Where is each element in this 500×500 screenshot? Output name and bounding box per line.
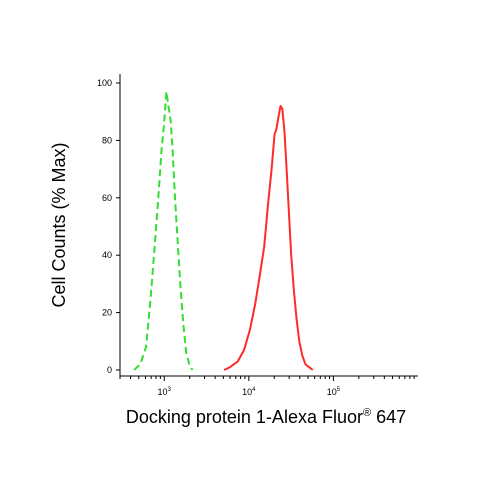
y-tick-label: 100 — [97, 78, 112, 88]
y-tick-label: 20 — [102, 308, 112, 318]
y-tick-label: 80 — [102, 135, 112, 145]
x-tick-label: 103 — [158, 387, 172, 397]
x-tick-label-base: 10 — [242, 387, 252, 397]
x-tick-label-base: 10 — [158, 387, 168, 397]
series-layer — [133, 90, 314, 371]
y-tick-label: 60 — [102, 193, 112, 203]
series-curve-solid — [223, 105, 314, 371]
x-tick-label: 104 — [242, 387, 256, 397]
y-axis-title: Cell Counts (% Max) — [49, 142, 69, 307]
x-axis-title-main: Docking protein 1-Alexa Fluor — [126, 407, 363, 427]
x-axis-title-suffix: 647 — [371, 407, 406, 427]
y-axis-ticks: 0 20 40 60 80 100 — [97, 78, 120, 375]
plot-frame — [119, 74, 418, 377]
x-tick-label-exponent: 3 — [168, 387, 172, 393]
x-tick-label-base: 10 — [327, 387, 337, 397]
series-curve-dashed — [133, 90, 194, 371]
x-tick-label: 105 — [327, 387, 341, 397]
y-tick-label: 0 — [107, 365, 112, 375]
x-axis-title: Docking protein 1-Alexa Fluor® 647 — [126, 407, 406, 427]
x-tick-label-exponent: 4 — [252, 387, 256, 393]
x-tick-label-exponent: 5 — [337, 387, 341, 393]
x-axis-title-registered-mark: ® — [363, 407, 371, 419]
y-tick-label: 40 — [102, 250, 112, 260]
x-axis-ticks: 103 104 105 — [119, 376, 415, 397]
